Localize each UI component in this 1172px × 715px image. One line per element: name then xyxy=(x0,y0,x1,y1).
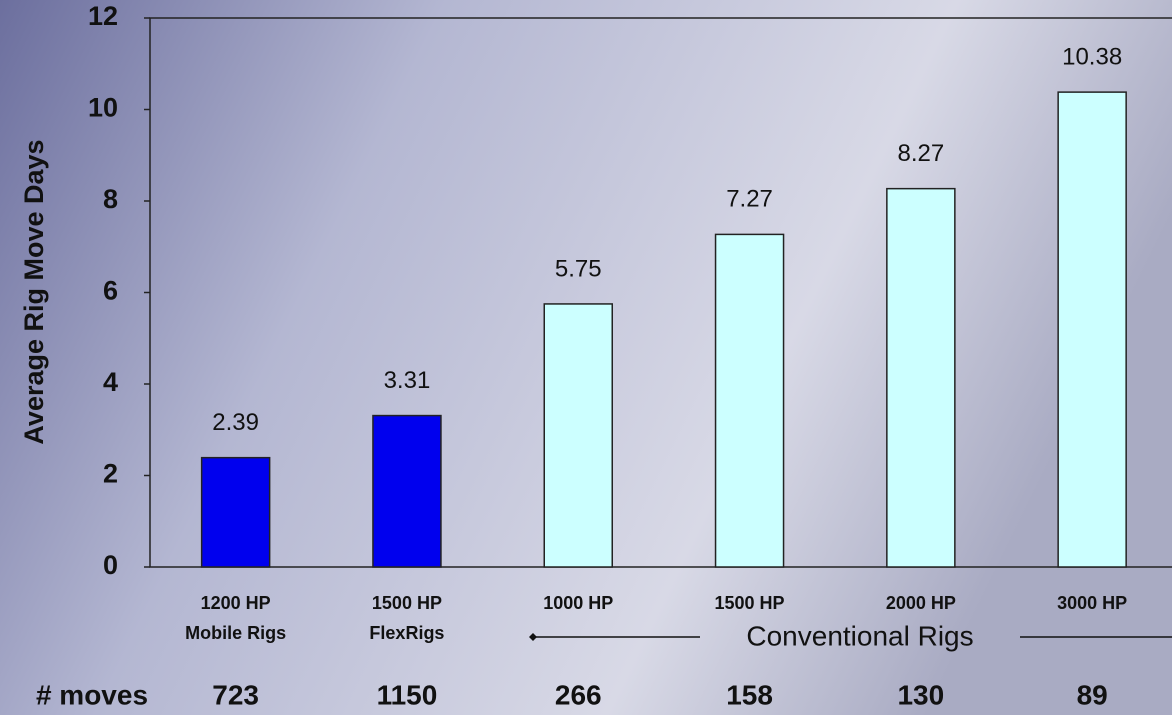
value-label: 2.39 xyxy=(212,409,259,436)
x-tick-label: 1500 HP xyxy=(715,593,785,613)
x-tick-label: 1200 HP xyxy=(201,593,271,613)
y-tick-label: 2 xyxy=(103,459,118,489)
bar xyxy=(714,233,785,568)
bar xyxy=(886,187,956,568)
y-tick-label: 12 xyxy=(88,1,118,31)
bar xyxy=(372,414,442,568)
x-tick-label: 1000 HP xyxy=(543,593,613,613)
moves-count: 158 xyxy=(726,679,773,710)
value-label: 5.75 xyxy=(555,255,602,282)
y-tick-label: 8 xyxy=(103,184,118,214)
moves-count: 266 xyxy=(555,679,602,710)
value-label: 3.31 xyxy=(384,367,431,394)
moves-count: 130 xyxy=(897,679,944,710)
value-label: 8.27 xyxy=(897,140,944,167)
moves-count: 1150 xyxy=(377,679,438,710)
moves-label: # moves xyxy=(36,679,148,710)
value-label: 10.38 xyxy=(1062,43,1122,70)
y-tick-label: 0 xyxy=(103,550,118,580)
moves-count: 89 xyxy=(1077,679,1108,710)
y-tick-label: 6 xyxy=(103,276,118,306)
bar xyxy=(1057,91,1127,568)
x-tick-label: 1500 HP xyxy=(372,593,442,613)
group-label: Conventional Rigs xyxy=(746,620,973,651)
moves-count: 723 xyxy=(212,679,259,710)
y-axis-label: Average Rig Move Days xyxy=(19,139,49,444)
bar xyxy=(543,303,613,568)
x-tick-label: 3000 HP xyxy=(1057,593,1127,613)
group-marker xyxy=(529,633,537,641)
y-tick-label: 10 xyxy=(88,93,118,123)
x-tick-sublabel: FlexRigs xyxy=(369,623,444,643)
value-label: 7.27 xyxy=(726,186,773,213)
y-tick-label: 4 xyxy=(103,367,118,397)
x-tick-sublabel: Mobile Rigs xyxy=(185,623,286,643)
x-tick-label: 2000 HP xyxy=(886,593,956,613)
bar xyxy=(200,456,271,568)
